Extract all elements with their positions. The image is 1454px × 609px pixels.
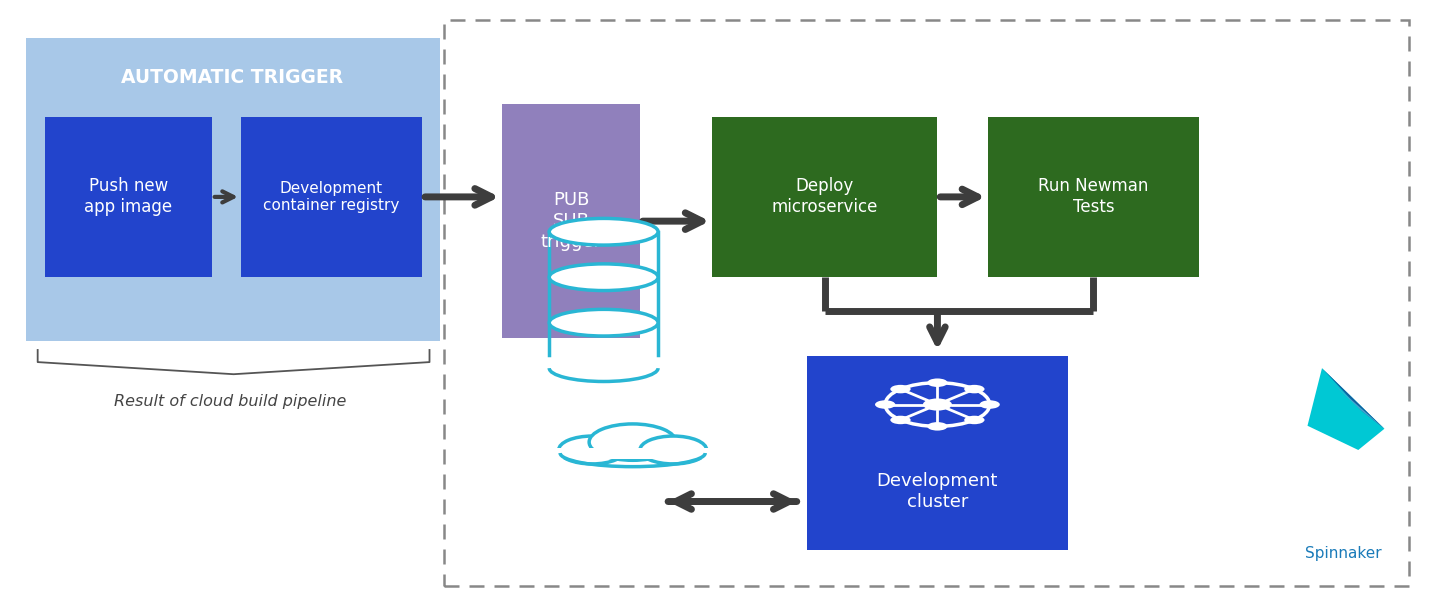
Circle shape [890, 385, 910, 393]
Circle shape [558, 436, 625, 464]
Circle shape [964, 416, 984, 424]
Circle shape [928, 378, 948, 387]
Circle shape [980, 400, 1000, 409]
Circle shape [923, 398, 952, 410]
Text: Spinnaker: Spinnaker [1306, 546, 1383, 560]
FancyBboxPatch shape [502, 105, 640, 338]
Circle shape [589, 424, 676, 460]
Polygon shape [1307, 368, 1384, 450]
Ellipse shape [550, 264, 659, 290]
Circle shape [928, 422, 948, 431]
FancyBboxPatch shape [45, 116, 212, 277]
FancyBboxPatch shape [712, 116, 938, 277]
FancyBboxPatch shape [989, 116, 1198, 277]
FancyBboxPatch shape [538, 448, 727, 459]
Text: Run Newman
Tests: Run Newman Tests [1038, 177, 1149, 216]
Circle shape [875, 400, 896, 409]
FancyBboxPatch shape [807, 356, 1069, 550]
Ellipse shape [550, 309, 659, 336]
Circle shape [640, 436, 707, 464]
Ellipse shape [550, 219, 659, 245]
Polygon shape [1329, 380, 1384, 429]
FancyBboxPatch shape [547, 368, 662, 381]
Text: Result of cloud build pipeline: Result of cloud build pipeline [115, 394, 348, 409]
Polygon shape [1322, 368, 1384, 429]
Text: Deploy
microservice: Deploy microservice [772, 177, 878, 216]
Text: Development
cluster: Development cluster [877, 473, 997, 511]
FancyBboxPatch shape [26, 38, 439, 341]
Circle shape [964, 385, 984, 393]
Text: Push new
app image: Push new app image [84, 177, 173, 216]
Text: PUB
SUB
trigger: PUB SUB trigger [541, 191, 602, 251]
FancyBboxPatch shape [241, 116, 422, 277]
Text: Development
container registry: Development container registry [263, 181, 400, 213]
Circle shape [890, 416, 910, 424]
Text: AUTOMATIC TRIGGER: AUTOMATIC TRIGGER [121, 68, 343, 86]
Circle shape [560, 415, 705, 476]
